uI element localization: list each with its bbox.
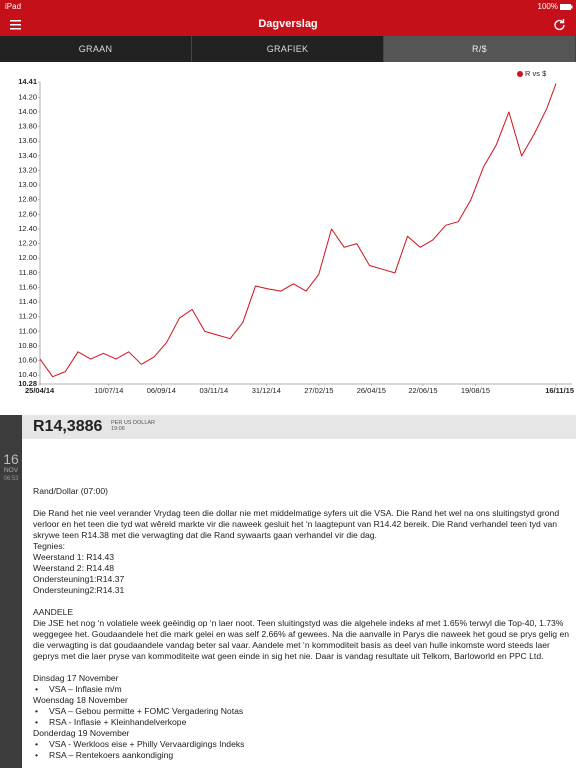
paragraph: Die JSE het nog ‘n volatiele week geëind… [33, 618, 570, 661]
y-tick-label: 12.40 [18, 224, 37, 233]
y-tick-label: 13.20 [18, 165, 37, 174]
article: Rand/Dollar (07:00) Die Rand het nie vee… [33, 486, 571, 761]
y-tick-label: 13.60 [18, 136, 37, 145]
quote-price: R14,3886 [33, 418, 103, 435]
carrier: iPad [5, 2, 22, 11]
schedule-day: Woensdag 18 November [33, 695, 128, 705]
schedule-items: VSA – Inflasie m/m [33, 684, 571, 695]
x-tick-label: 22/06/15 [408, 386, 437, 395]
badge-month: NOV [3, 467, 19, 474]
y-tick-label: 11.00 [19, 326, 37, 335]
technical-levels: Tegnies: Weerstand 1: R14.43 Weerstand 2: … [33, 541, 571, 596]
tab-bar: GRAAN GRAFIEK R/$ [0, 36, 576, 62]
legend-swatch [517, 71, 523, 77]
schedule-items: VSA – Gebou permitte + FOMC Vergadering … [33, 706, 571, 728]
battery-icon [560, 4, 573, 10]
technical-line: Ondersteuning1:R14.37 [33, 574, 125, 584]
x-tick-label: 03/11/14 [199, 386, 228, 395]
x-tick-label: 26/04/15 [357, 386, 386, 395]
refresh-button[interactable] [553, 18, 567, 32]
x-tick-label: 16/11/15 [545, 386, 574, 395]
series-line [39, 83, 557, 378]
schedule-item: VSA – Gebou permitte + FOMC Vergadering … [33, 706, 571, 717]
technical-line: Ondersteuning2:R14.31 [33, 585, 125, 595]
schedule-item: RSA - Inflasie + Kleinhandelverkope [33, 717, 571, 728]
y-tick-label: 13.40 [18, 151, 37, 160]
y-tick-label: 12.80 [18, 195, 37, 204]
chart: 14.41 14.20 14.00 13.80 13.60 13.40 13.20 13.00… [18, 69, 574, 395]
tab[interactable]: GRAAN [0, 36, 192, 62]
schedule-day: Dinsdag 17 November [33, 673, 119, 683]
quote-bar: R14,3886 PER US DOLLAR 19:06 [22, 415, 576, 439]
y-tick-label: 10.28 [18, 379, 37, 388]
status-bar: iPad 100% [0, 0, 576, 14]
y-tick-label: 13.80 [18, 122, 37, 131]
schedule-items: VSA - Werkloos eise + Philly Vervaardigi… [33, 739, 571, 761]
heading: AANDELE [33, 607, 74, 617]
y-tick-label: 11.20 [19, 312, 37, 321]
schedule: Dinsdag 17 NovemberVSA – Inflasie m/mWoe… [33, 673, 571, 761]
schedule-item: RSA – Rentekoers aankondiging [33, 750, 571, 761]
nav-bar: Dagverslag [0, 14, 576, 36]
y-tick-label: 13.00 [18, 180, 37, 189]
battery-text: 100% [537, 2, 558, 11]
y-tick-label: 12.60 [18, 209, 37, 218]
x-tick-label: 31/12/14 [252, 386, 281, 395]
x-tick-label: 27/02/15 [304, 386, 333, 395]
y-tick-label: 14.20 [18, 92, 37, 101]
schedule-item: VSA - Werkloos eise + Philly Vervaardigi… [33, 739, 571, 750]
badge-time: 06:53 [3, 476, 19, 482]
paragraph: Die Rand het nie veel verander Vrydag te… [33, 508, 560, 540]
quote-unit: PER US DOLLAR [111, 420, 156, 426]
y-tick-label: 10.40 [18, 370, 37, 379]
y-tick-label: 11.80 [19, 268, 37, 277]
y-tick-label: 11.60 [19, 282, 37, 291]
x-tick-label: 10/07/14 [94, 386, 123, 395]
x-tick-label: 06/09/14 [147, 386, 176, 395]
y-tick-label: 10.60 [18, 356, 37, 365]
technical-line: Weerstand 1: R14.43 [33, 552, 115, 562]
menu-button[interactable] [10, 20, 21, 30]
date-sidebar: 16 NOV 06:53 [0, 415, 22, 768]
schedule-item: VSA – Inflasie m/m [33, 684, 571, 695]
tab-selected[interactable]: R/$ [384, 36, 576, 62]
y-tick-label: 12.00 [18, 253, 37, 262]
y-tick-label: 14.41 [18, 77, 37, 86]
technical-line: Tegnies: [33, 541, 66, 551]
y-tick-label: 11.40 [19, 297, 37, 306]
y-tick-label: 14.00 [18, 107, 37, 116]
badge-day: 16 [3, 451, 19, 467]
tab[interactable]: GRAFIEK [192, 36, 384, 62]
y-tick-label: 10.80 [18, 341, 37, 350]
schedule-day: Donderdag 19 November [33, 728, 130, 738]
nav-title: Dagverslag [258, 18, 318, 30]
y-tick-label: 12.20 [18, 239, 37, 248]
technical-line: Weerstand 2: R14.48 [33, 563, 115, 573]
x-tick-label: 25/04/14 [25, 386, 55, 395]
x-tick-label: 19/08/15 [461, 386, 490, 395]
quote-time: 19:06 [111, 426, 125, 432]
legend-label: R vs $ [525, 69, 547, 78]
heading: Rand/Dollar (07:00) [33, 486, 108, 496]
